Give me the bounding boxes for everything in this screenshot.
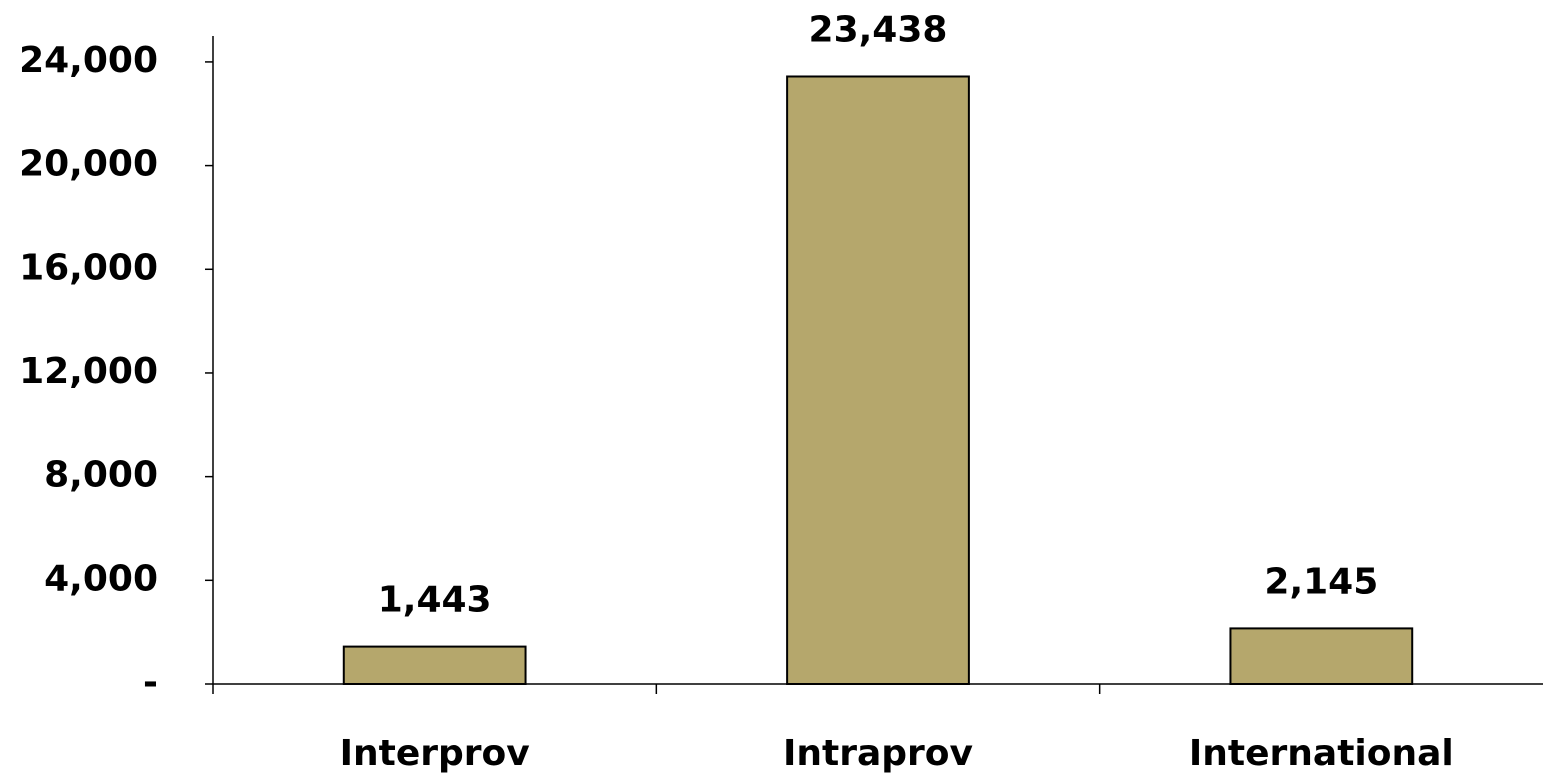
bar bbox=[1229, 627, 1414, 686]
y-tick-label: 20,000 bbox=[19, 144, 158, 185]
x-tick-label: International bbox=[1189, 733, 1454, 774]
y-tick-label: 4,000 bbox=[44, 558, 158, 599]
y-tick-label: 12,000 bbox=[19, 351, 158, 392]
value-label: 23,438 bbox=[809, 9, 948, 50]
bar bbox=[342, 645, 527, 685]
y-tick-label: 16,000 bbox=[19, 247, 158, 288]
y-tick-label: - bbox=[143, 662, 158, 703]
y-tick-label: 8,000 bbox=[44, 455, 158, 496]
value-label: 1,443 bbox=[378, 580, 492, 621]
value-label: 2,145 bbox=[1264, 561, 1378, 602]
x-tick-label: Interprov bbox=[340, 733, 530, 774]
y-tick-label: 24,000 bbox=[19, 40, 158, 81]
bar bbox=[786, 75, 970, 685]
x-tick-label: Intraprov bbox=[783, 733, 973, 774]
